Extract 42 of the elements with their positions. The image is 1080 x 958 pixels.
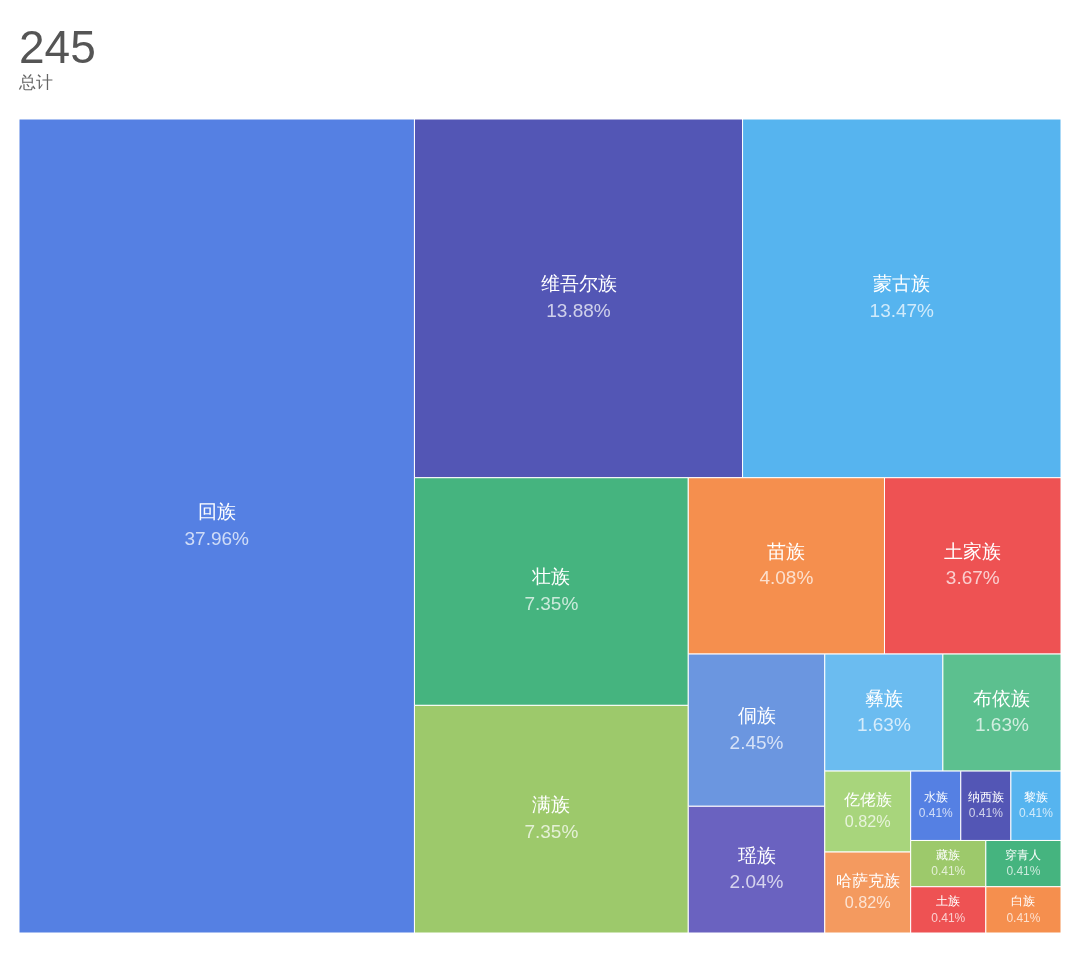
- data-label: 1.63%: [856, 714, 911, 736]
- category-label: 穿青人: [1005, 847, 1042, 862]
- data-label: 13.88%: [546, 299, 611, 321]
- data-label: 2.45%: [729, 731, 784, 753]
- data-label: 0.41%: [918, 806, 954, 821]
- category-label: 满族: [532, 794, 571, 816]
- data-label: 0.82%: [844, 893, 891, 912]
- category-label: 土族: [936, 893, 961, 908]
- category-label: 纳西族: [967, 789, 1004, 804]
- data-label: 3.67%: [945, 567, 1000, 589]
- text: 245: [19, 21, 97, 73]
- data-label: 2.04%: [729, 871, 784, 893]
- category-label: 黎族: [1023, 789, 1048, 804]
- data-label: 0.41%: [1006, 864, 1041, 879]
- data-label: 1.63%: [975, 714, 1029, 736]
- data-label: 7.35%: [524, 820, 579, 842]
- data-label: 0.41%: [931, 864, 966, 879]
- category-label: 瑶族: [737, 844, 776, 866]
- category-label: 彝族: [864, 687, 903, 709]
- data-label: 0.41%: [1006, 910, 1041, 925]
- data-label: 7.35%: [524, 593, 579, 615]
- category-label: 蒙古族: [873, 273, 931, 295]
- category-label: 苗族: [767, 540, 806, 562]
- category-label: 白族: [1011, 893, 1036, 908]
- category-label: 仡佬族: [842, 789, 892, 808]
- data-label: 0.41%: [968, 806, 1004, 821]
- category-label: 土家族: [944, 540, 1002, 562]
- category-label: 哈萨克族: [835, 870, 900, 889]
- data-label: 37.96%: [184, 527, 250, 549]
- category-label: 侗族: [737, 705, 776, 727]
- category-label: 壮族: [531, 566, 571, 588]
- category-label: 藏族: [936, 847, 961, 862]
- text: 总计: [19, 72, 54, 94]
- category-label: 维吾尔族: [540, 273, 617, 295]
- category-label: 水族: [923, 789, 948, 804]
- category-label: 回族: [197, 500, 236, 522]
- data-label: 13.47%: [869, 299, 935, 321]
- data-label: 0.41%: [931, 910, 966, 925]
- data-label: 0.41%: [1018, 806, 1054, 821]
- data-label: 4.08%: [759, 567, 814, 589]
- data-label: 0.82%: [844, 812, 891, 831]
- category-label: 布依族: [973, 687, 1031, 709]
